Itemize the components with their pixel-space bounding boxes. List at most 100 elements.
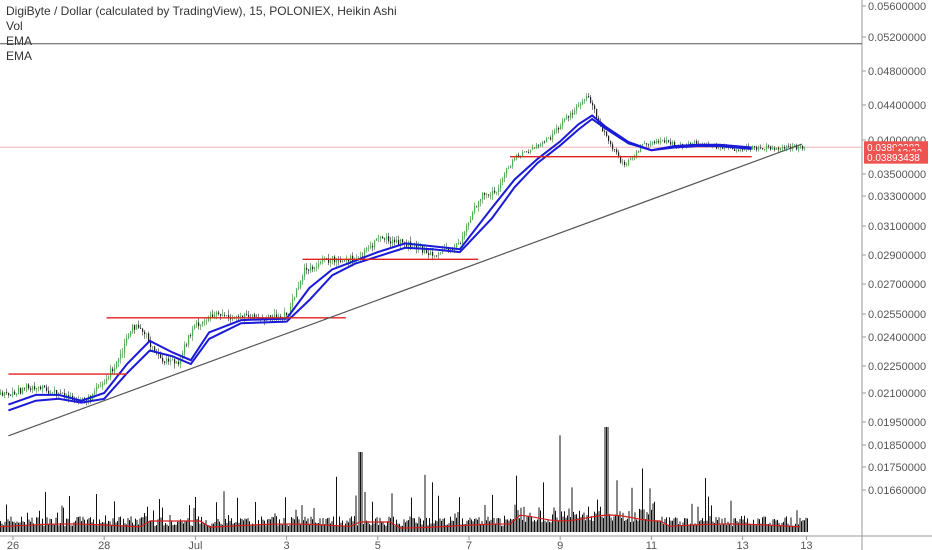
candle-body: [184, 344, 186, 354]
volume-bar: [696, 525, 697, 532]
volume-bar: [66, 518, 67, 532]
candle-body: [300, 281, 302, 288]
volume-bar: [639, 508, 640, 532]
candle-body: [368, 247, 370, 249]
price-tick-label: 0.03500000: [868, 169, 926, 181]
volume-bar: [339, 516, 340, 532]
candle-body: [98, 386, 100, 388]
candle-body: [48, 390, 50, 394]
candle-body: [530, 149, 532, 153]
volume-bar: [375, 518, 376, 532]
volume-bar: [115, 522, 117, 532]
candle-body: [772, 148, 774, 150]
candle-body: [666, 140, 668, 143]
volume-bar: [183, 523, 184, 532]
volume-bar: [792, 525, 793, 532]
candle-body: [796, 145, 798, 150]
candle-body: [244, 314, 246, 319]
volume-bar: [226, 522, 228, 532]
volume-bar: [330, 523, 331, 532]
candle-body: [180, 358, 182, 365]
candle-body: [124, 343, 126, 354]
candle-body: [784, 147, 786, 149]
price-tick-label: 0.03100000: [868, 221, 926, 233]
volume-bar: [708, 496, 709, 532]
volume-bar: [234, 523, 235, 532]
candle-body: [118, 358, 120, 362]
volume-bar: [100, 522, 102, 532]
volume-bar: [538, 507, 540, 532]
candle-body: [662, 140, 664, 142]
candle-body: [186, 344, 188, 346]
volume-bar: [745, 522, 747, 532]
candle-body: [460, 243, 462, 244]
candle-body: [462, 236, 464, 244]
candle-body: [612, 144, 614, 150]
volume-bar: [573, 511, 574, 532]
volume-bar: [43, 525, 45, 532]
candle-body: [758, 147, 760, 150]
volume-bar: [252, 523, 253, 532]
volume-bar: [682, 522, 684, 532]
volume-bar: [511, 519, 513, 532]
price-tick-label: 0.01950000: [868, 417, 926, 429]
candle-body: [324, 258, 326, 260]
volume-bar: [42, 518, 43, 532]
volume-bar: [55, 517, 57, 532]
candle-body: [238, 316, 240, 317]
volume-bar: [550, 522, 552, 532]
candle-body: [340, 260, 342, 262]
candle-body: [766, 145, 768, 150]
candle-body: [574, 110, 576, 115]
volume-bar: [531, 516, 532, 532]
volume-bar: [21, 516, 22, 532]
time-tick-label: 26: [7, 540, 19, 550]
candle-body: [64, 393, 66, 398]
candle-body: [212, 314, 214, 317]
candle-body: [518, 154, 520, 157]
volume-bar: [586, 515, 588, 532]
volume-bar: [93, 519, 94, 532]
candle-body: [776, 147, 778, 150]
candle-body: [720, 147, 722, 149]
volume-bar: [805, 517, 807, 532]
volume-bar: [198, 516, 199, 532]
volume-bar: [172, 525, 174, 532]
candle-body: [348, 259, 350, 262]
volume-bar: [280, 523, 282, 532]
volume-bar: [736, 520, 738, 532]
candle-body: [392, 239, 394, 244]
volume-bar: [282, 524, 283, 532]
candle-body: [82, 398, 84, 400]
volume-bar: [466, 520, 468, 532]
candle-body: [544, 141, 546, 143]
candle-body: [492, 190, 494, 195]
volume-bar: [178, 521, 180, 532]
trendline[interactable]: [8, 143, 803, 437]
candle-body: [484, 193, 486, 195]
candle-body: [406, 243, 408, 247]
candle-body: [554, 130, 556, 134]
volume-bar: [231, 518, 232, 532]
volume-bar: [717, 520, 718, 532]
volume-bar: [514, 504, 516, 532]
volume-bar: [406, 520, 408, 532]
candle-body: [294, 297, 296, 299]
volume-bar: [48, 524, 49, 532]
volume-bar: [324, 524, 325, 532]
volume-bar: [249, 521, 250, 532]
candle-body: [234, 318, 236, 319]
candle-body: [654, 141, 656, 144]
candle-body: [14, 391, 16, 395]
ema-line-2: [8, 117, 752, 412]
volume-bar: [664, 519, 666, 532]
candle-body: [640, 145, 642, 152]
volume-bar: [780, 525, 781, 532]
volume-bar: [405, 522, 406, 532]
candle-body: [764, 149, 766, 150]
volume-bar: [444, 518, 445, 532]
price-badge-label: 0.03893438: [867, 153, 920, 164]
volume-bar: [33, 523, 34, 532]
